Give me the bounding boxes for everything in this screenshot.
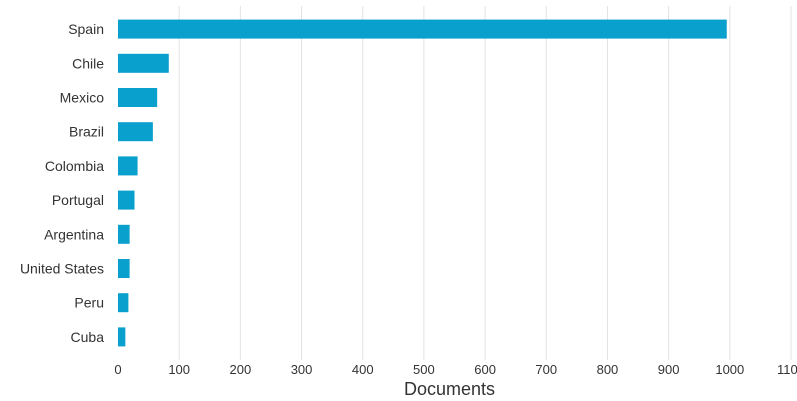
bar <box>118 19 727 39</box>
category-label: Spain <box>68 21 104 37</box>
x-tick-label: 800 <box>597 362 619 377</box>
category-label: Colombia <box>45 158 104 174</box>
category-labels: Spain Chile Mexico Brazil Colombia Portugal Ar… <box>20 21 104 345</box>
bars <box>118 19 727 347</box>
bar <box>118 190 135 210</box>
x-tick-labels: 0 100 200 300 400 500 600 700 800 900 1000 1100 <box>114 362 797 377</box>
x-tick-label: 1000 <box>715 362 744 377</box>
bar <box>118 53 169 73</box>
bar <box>118 327 126 347</box>
category-label: Mexico <box>60 90 105 106</box>
x-tick-label: 200 <box>230 362 252 377</box>
category-label: Peru <box>74 295 104 311</box>
bar <box>118 122 153 142</box>
x-tick-label: 300 <box>291 362 313 377</box>
category-label: Portugal <box>52 192 104 208</box>
gridlines <box>178 6 792 360</box>
bar <box>118 224 130 244</box>
x-tick-label: 500 <box>413 362 435 377</box>
category-label: Cuba <box>71 329 105 345</box>
category-label: United States <box>20 261 104 277</box>
bar <box>118 293 129 313</box>
category-label: Brazil <box>69 124 104 140</box>
x-tick-label: 700 <box>535 362 557 377</box>
x-tick-label: 900 <box>658 362 680 377</box>
bar <box>118 156 138 176</box>
bar <box>118 88 158 107</box>
x-tick-label: 400 <box>352 362 374 377</box>
category-label: Argentina <box>44 226 104 242</box>
x-tick-label: 0 <box>114 362 121 377</box>
x-axis-title: Documents <box>404 379 495 399</box>
category-label: Chile <box>72 55 104 71</box>
x-tick-label: 100 <box>168 362 190 377</box>
x-tick-label: 1100 <box>777 362 797 377</box>
x-tick-label: 600 <box>474 362 496 377</box>
bar <box>118 259 130 278</box>
